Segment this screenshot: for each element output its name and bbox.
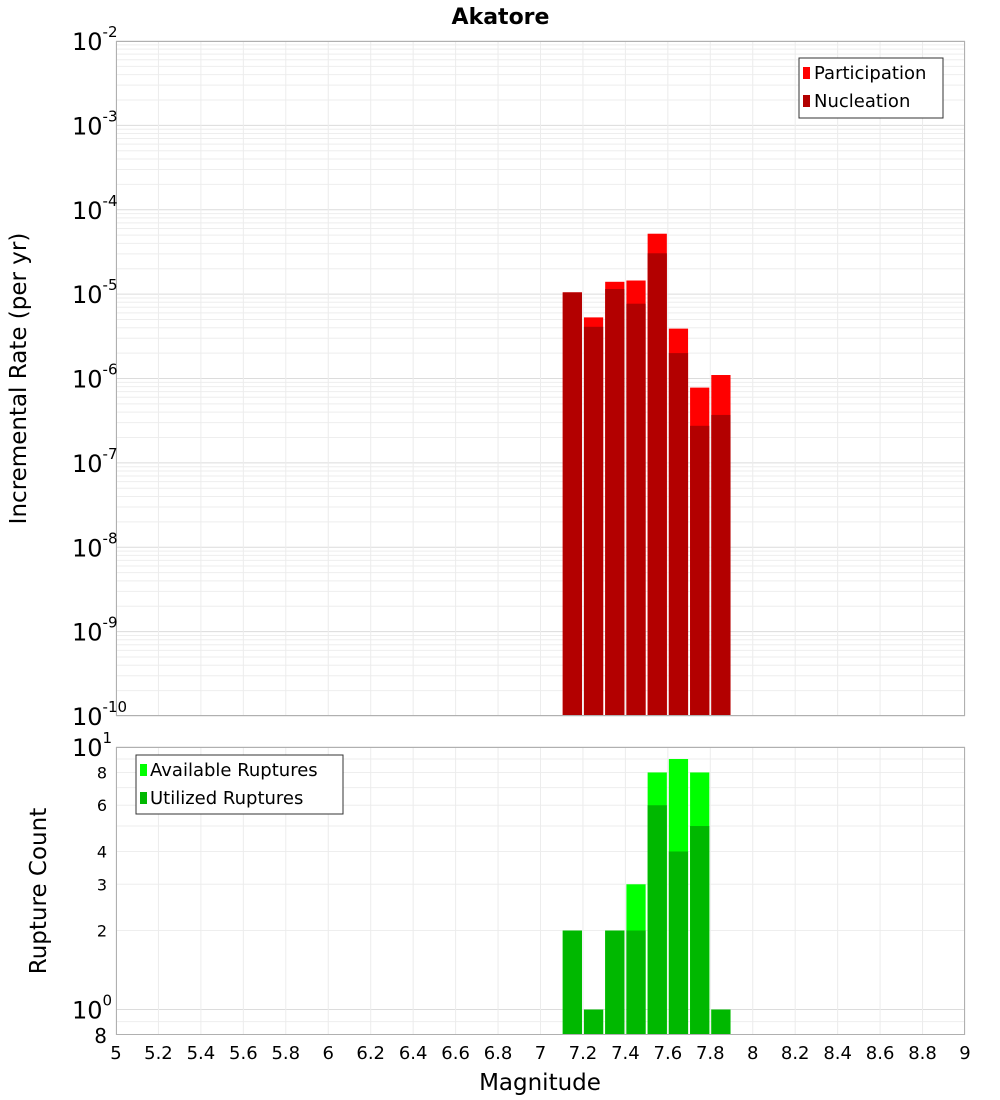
x-tick-label: 7.6 [654,1043,683,1064]
top-ytick-label: 10-5 [72,276,118,309]
participation-legend-swatch [803,67,810,79]
utilized-ruptures-bar [562,930,582,1035]
x-tick-label: 7.2 [569,1043,598,1064]
top-ytick-label: 10-2 [72,23,118,56]
bottom-legend-box [135,754,344,815]
utilized-ruptures-legend-label: Utilized Ruptures [150,788,303,809]
top-ytick-label: 10-6 [72,361,118,394]
available-ruptures-legend-label: Available Ruptures [150,760,318,781]
utilized-ruptures-bar [605,930,625,1035]
x-tick-label: 6.6 [441,1043,470,1064]
utilized-ruptures-bar [647,805,667,1035]
bottom-ytick-minor-label: 8 [94,1024,107,1048]
nucleation-bar [711,414,731,716]
nucleation-bar [647,253,667,716]
bottom-y-axis-label: Rupture Count [26,808,52,974]
utilized-ruptures-legend-swatch [140,792,147,804]
x-tick-label: 5 [110,1043,121,1064]
top-y-axis-label: Incremental Rate (per yr) [6,233,32,525]
top-ytick-label: 10-3 [72,107,118,140]
nucleation-bar [605,289,625,716]
top-legend-box [798,57,944,119]
x-axis-label: Magnitude [479,1070,601,1096]
bottom-ytick-minor-label: 2 [97,922,107,941]
utilized-ruptures-bar [711,1009,731,1035]
bottom-ytick-major-label: 100 [72,992,112,1025]
x-tick-label: 7.4 [611,1043,640,1064]
x-tick-label: 8.2 [781,1043,810,1064]
nucleation-bar [668,353,689,716]
nucleation-bar [583,326,604,716]
utilized-ruptures-bar [668,851,689,1035]
bottom-ytick-minor-label: 4 [97,842,107,861]
top-ytick-label: 10-9 [72,614,118,647]
top-plot-frame [116,41,965,716]
nucleation-legend-swatch [803,95,810,107]
x-tick-label: 5.8 [271,1043,300,1064]
bottom-ytick-minor-label: 3 [97,875,107,894]
top-ytick-label: 10-8 [72,529,118,562]
x-tick-label: 7.8 [696,1043,725,1064]
bottom-ytick-major-label: 101 [72,729,112,762]
bottom-ytick-minor-label: 6 [97,796,107,815]
nucleation-bar [626,303,646,716]
utilized-ruptures-bar [583,1009,604,1035]
x-tick-label: 6.2 [356,1043,385,1064]
x-tick-label: 5.2 [144,1043,173,1064]
x-tick-label: 8.6 [866,1043,895,1064]
participation-legend-label: Participation [814,63,926,84]
x-tick-label: 9 [959,1043,970,1064]
top-ytick-label: 10-4 [72,192,118,225]
x-tick-label: 6 [323,1043,334,1064]
utilized-ruptures-bar [626,930,646,1035]
top-ytick-label: 10-10 [72,698,127,731]
utilized-ruptures-bar [690,826,710,1035]
bottom-ytick-minor-label: 8 [97,763,107,782]
x-tick-label: 6.8 [484,1043,513,1064]
x-tick-label: 7 [535,1043,546,1064]
x-tick-label: 6.4 [399,1043,428,1064]
x-tick-label: 5.6 [229,1043,258,1064]
bottom-plot-frame [116,747,965,1035]
x-tick-label: 8.8 [908,1043,937,1064]
available-ruptures-legend-swatch [140,764,147,776]
x-tick-label: 8.4 [823,1043,852,1064]
top-ytick-label: 10-7 [72,445,118,478]
nucleation-bar [562,292,582,716]
x-tick-label: 8 [747,1043,758,1064]
nucleation-legend-label: Nucleation [814,91,910,112]
nucleation-bar [690,425,710,716]
x-tick-label: 5.4 [187,1043,216,1064]
chart-title: Akatore [452,5,550,30]
